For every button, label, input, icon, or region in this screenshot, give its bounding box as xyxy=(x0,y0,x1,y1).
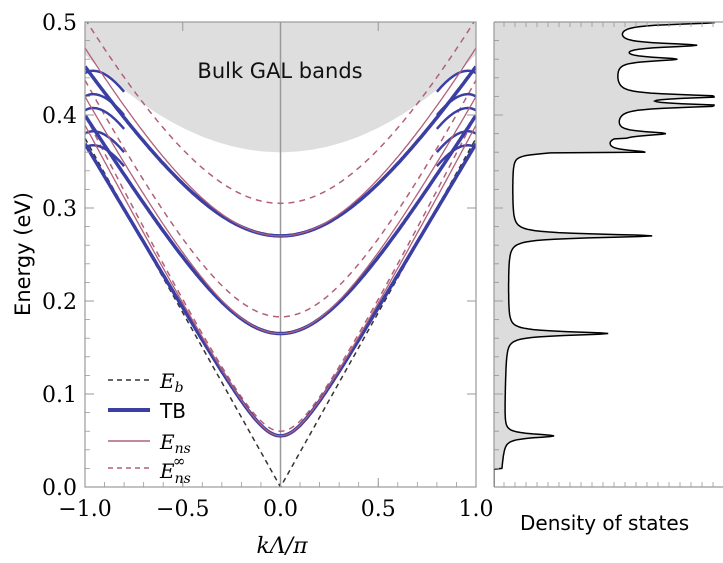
series-tb-edge-5-left xyxy=(85,69,126,93)
series-tb-edge-2-right xyxy=(435,130,476,154)
series-tb-edge-3-left xyxy=(85,106,126,130)
series-ens-band-3 xyxy=(85,47,476,237)
x-tick-label: −0.5 xyxy=(156,497,209,522)
dos-axis-label: Density of states xyxy=(520,511,689,535)
series-tb-edge-3-right xyxy=(435,106,476,130)
right-axes xyxy=(493,21,723,488)
x-tick-label: −1.0 xyxy=(58,497,111,522)
y-axis-label: Energy (eV) xyxy=(11,192,35,316)
legend-label-eb: Eb xyxy=(159,369,184,396)
series-ens-inf-band-1 xyxy=(85,114,476,432)
series-tb-edge-5-right xyxy=(435,69,476,93)
legend-label-ens-inf-sup: ∞ xyxy=(173,452,186,470)
left-axes: 0.0 0.1 0.2 0.3 0.4 0.5 −1.0 −0.5 0.0 0.5 1.0 xyxy=(42,11,494,522)
x-axis-label: kΛ/π xyxy=(256,534,308,559)
x-tick-label: 1.0 xyxy=(459,497,494,522)
band-structure-panel: Bulk GAL bands 0.0 0.1 0.2 0.3 0.4 0.5 −1.0 −0.… xyxy=(11,11,494,559)
series-tb-edge-4-right xyxy=(435,92,476,116)
legend-label-ens-inf-sub: ns xyxy=(175,471,191,487)
legend: Eb TB Ens Ens∞ xyxy=(108,369,191,487)
x-tick-label: 0.0 xyxy=(263,497,298,522)
dos-panel: Density of states xyxy=(493,21,723,535)
y-tick-label: 0.1 xyxy=(42,383,77,408)
dos-filled-area xyxy=(494,22,714,487)
bulk-band-annotation: Bulk GAL bands xyxy=(197,59,362,83)
series-layer xyxy=(85,22,476,487)
series-tb-edge-2-left xyxy=(85,130,126,154)
series-ens-band-1 xyxy=(85,124,476,437)
series-ens-inf-band-3 xyxy=(86,22,475,205)
x-tick-label: 0.5 xyxy=(361,497,396,522)
y-tick-label: 0.3 xyxy=(42,197,77,222)
y-tick-label: 0.0 xyxy=(42,476,77,501)
y-tick-label: 0.5 xyxy=(42,11,77,36)
series-tb-edge-1-left xyxy=(85,144,126,168)
legend-label-eb-sub: b xyxy=(175,380,184,396)
y-tick-label: 0.2 xyxy=(42,290,77,315)
series-tb-edge-4-left xyxy=(85,92,126,116)
series-ens-band-2 xyxy=(85,96,476,335)
series-tb-edge-1-right xyxy=(435,144,476,168)
y-tick-label: 0.4 xyxy=(42,104,77,129)
legend-label-ens-inf: Ens∞ xyxy=(159,452,191,487)
legend-label-tb: TB xyxy=(159,399,186,423)
dos-curve xyxy=(494,22,715,487)
legend-label-ens-sub: ns xyxy=(175,441,191,457)
